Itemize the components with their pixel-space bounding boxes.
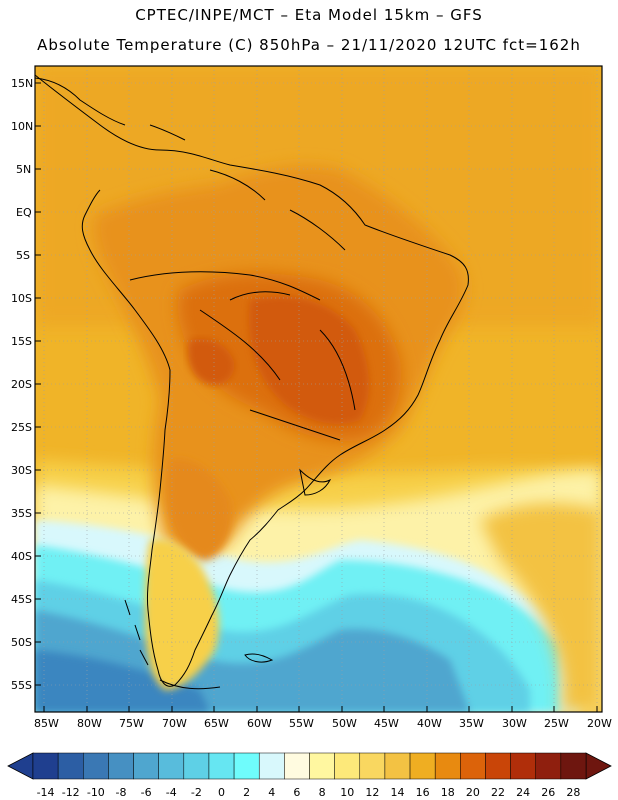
colorbar-cell [183, 752, 210, 780]
colorbar-label: 2 [243, 786, 250, 799]
colorbar-label: -12 [62, 786, 80, 799]
lat-label: EQ [16, 206, 32, 219]
colorbar-label: 18 [441, 786, 455, 799]
colorbar-max-arrow [585, 752, 612, 780]
colorbar-label: 8 [319, 786, 326, 799]
lon-label: 30W [502, 717, 527, 730]
colorbar-cell [258, 752, 285, 780]
lon-label: 35W [459, 717, 484, 730]
lat-label: 50S [11, 636, 32, 649]
colorbar-cell [133, 752, 159, 780]
lat-ticks [35, 82, 41, 686]
lat-label: 25S [11, 421, 32, 434]
colorbar-cell [485, 752, 511, 780]
colorbar-label: 24 [516, 786, 530, 799]
lat-label: 40S [11, 550, 32, 563]
colorbar-cell [208, 752, 235, 780]
lat-label: 15N [11, 77, 33, 90]
colorbar-cell [158, 752, 185, 780]
lon-label: 70W [162, 717, 187, 730]
lat-label: 35S [11, 507, 32, 520]
colorbar-cell [83, 752, 109, 780]
colorbar-label: -2 [191, 786, 202, 799]
lat-label: 20S [11, 378, 32, 391]
colorbar-cell [460, 752, 486, 780]
colorbar-label: 4 [268, 786, 275, 799]
title-line-2: Absolute Temperature (C) 850hPa – 21/11/… [37, 36, 581, 54]
colorbar-cell [309, 752, 335, 780]
colorbar-label: 28 [566, 786, 580, 799]
colorbar-label: 10 [340, 786, 354, 799]
lon-label: 85W [34, 717, 59, 730]
colorbar-label: -14 [37, 786, 55, 799]
colorbar-cell [434, 752, 461, 780]
lat-label: 45S [11, 593, 32, 606]
lat-label: 30S [11, 464, 32, 477]
colorbar-label: 16 [416, 786, 430, 799]
colorbar-label: -4 [166, 786, 177, 799]
colorbar-cell [233, 752, 260, 780]
colorbar-label: 22 [491, 786, 505, 799]
lon-label: 60W [247, 717, 272, 730]
title-line-1: CPTEC/INPE/MCT – Eta Model 15km – GFS [135, 6, 483, 24]
lon-label: 25W [544, 717, 569, 730]
lat-label: 55S [11, 679, 32, 692]
lat-label: 15S [11, 335, 32, 348]
lon-label: 45W [374, 717, 399, 730]
colorbar-cell [560, 752, 587, 780]
lat-label: 10N [11, 120, 33, 133]
colorbar-label: -8 [115, 786, 126, 799]
colorbar-label: 0 [218, 786, 225, 799]
lat-label: 10S [11, 292, 32, 305]
colorbar-label: -6 [141, 786, 152, 799]
colorbar-cell [57, 752, 84, 780]
colorbar-label: 26 [541, 786, 555, 799]
colorbar-label: 14 [390, 786, 404, 799]
colorbar-cell [334, 752, 361, 780]
colorbar-cell [359, 752, 386, 780]
lat-labels: 15N 10N 5N EQ 5S 10S 15S 20S 25S 30S 35S… [11, 77, 33, 692]
lon-ticks [43, 706, 598, 712]
colorbar: -14 -12 -10 -8 -6 -4 -2 0 2 4 6 8 10 12 14 16 18 20 22 24 26… [7, 752, 612, 799]
colorbar-cell [108, 752, 134, 780]
colorbar-cell [535, 752, 562, 780]
lon-label: 50W [332, 717, 357, 730]
coastlines [35, 74, 469, 690]
colorbar-min-arrow [7, 752, 34, 780]
colorbar-cell [510, 752, 536, 780]
lon-label: 80W [77, 717, 102, 730]
lat-label: 5N [16, 163, 31, 176]
lon-label: 40W [417, 717, 442, 730]
map-frame [34, 65, 603, 713]
colorbar-label: 6 [293, 786, 300, 799]
colorbar-cell [284, 752, 310, 780]
colorbar-label: 12 [365, 786, 379, 799]
graticule [35, 66, 602, 712]
lat-label: 5S [16, 249, 30, 262]
lon-label: 75W [119, 717, 144, 730]
colorbar-label: 20 [466, 786, 480, 799]
colorbar-cell [409, 752, 436, 780]
colorbar-cell [32, 752, 59, 780]
lon-label: 65W [204, 717, 229, 730]
lon-label: 20W [587, 717, 612, 730]
lon-labels: 85W 80W 75W 70W 65W 60W 55W 50W 45W 40W … [34, 717, 612, 730]
colorbar-label: -10 [87, 786, 105, 799]
temperature-field [35, 66, 602, 712]
colorbar-cell [384, 752, 411, 780]
lon-label: 55W [289, 717, 314, 730]
